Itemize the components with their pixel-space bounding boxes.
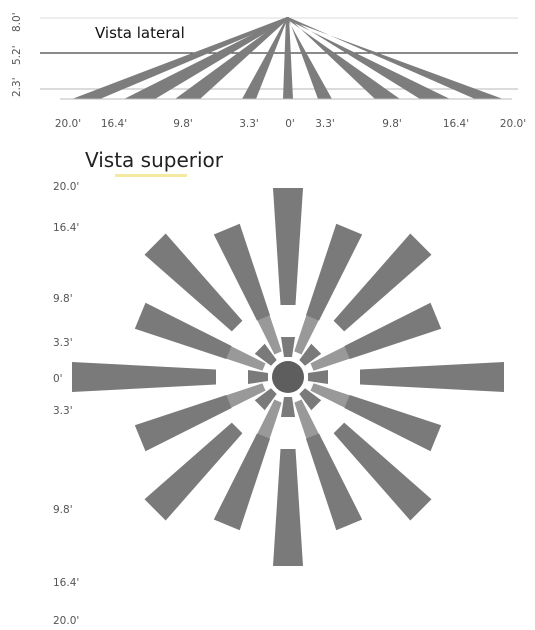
top-dist-label: 0' [53, 373, 63, 385]
outer-zone-mid [344, 395, 442, 452]
top-dist-label: 9.8' [53, 293, 73, 305]
top-dist-label: 3.3' [53, 405, 73, 417]
inner-zone [281, 397, 295, 417]
side-dist-label: 9.8' [382, 118, 402, 130]
outer-zone-mid [306, 433, 363, 531]
top-view-title: Vista superior [85, 148, 224, 172]
top-dist-label: 9.8' [53, 504, 73, 516]
side-beam-left-16 [124, 17, 287, 99]
height-label-low: 2.3' [11, 77, 23, 97]
outer-zone [273, 449, 303, 566]
top-dist-label: 16.4' [53, 577, 79, 589]
outer-zone-mid [134, 395, 232, 452]
side-view-title: Vista lateral [95, 24, 185, 42]
inner-zone [299, 343, 322, 366]
outer-zone [333, 422, 432, 521]
side-dist-label: 0' [285, 118, 295, 130]
top-dist-label: 3.3' [53, 337, 73, 349]
side-height-labels: 8.0' 5.2' 2.3' [11, 12, 23, 97]
side-view-beams [72, 17, 503, 99]
top-distance-labels: 20.0' 16.4' 9.8' 3.3' 0' 3.3' 9.8' 16.4'… [53, 181, 79, 627]
outer-zone [144, 233, 243, 332]
height-label-top: 8.0' [11, 12, 23, 32]
side-view-title-bg [92, 19, 203, 43]
side-beam-left-9 [175, 17, 287, 99]
side-beam-left-20 [72, 17, 287, 99]
side-distance-labels: 20.0' 16.4' 9.8' 3.3' 0' 3.3' 9.8' 16.4'… [55, 118, 526, 130]
inner-zone [254, 388, 277, 411]
inner-zone [281, 337, 295, 357]
top-dist-label: 20.0' [53, 615, 79, 627]
outer-zone [72, 362, 216, 392]
top-dist-label: 16.4' [53, 222, 79, 234]
top-view: Vista superior 20.0' 16.4' 9.8' 3.3' 0' … [53, 148, 504, 627]
side-dist-label: 3.3' [239, 118, 259, 130]
outer-zone [144, 422, 243, 521]
top-dist-label: 20.0' [53, 181, 79, 193]
inner-zone [248, 370, 268, 384]
outer-zone [273, 188, 303, 305]
outer-zone-mid [213, 433, 270, 531]
side-dist-label: 20.0' [55, 118, 81, 130]
side-beam-center [283, 17, 293, 99]
side-dist-label: 16.4' [443, 118, 469, 130]
side-dist-label: 9.8' [173, 118, 193, 130]
outer-zone-mid [344, 302, 442, 359]
outer-zone [333, 233, 432, 332]
outer-zone-mid [306, 223, 363, 321]
outer-zone-mid [213, 223, 270, 321]
side-beam-left-3 [242, 17, 287, 99]
outer-zone [360, 362, 504, 392]
sensor-center [272, 361, 304, 393]
height-label-mid: 5.2' [11, 45, 23, 65]
side-view: Vista lateral 8.0' 5.2' 2.3' 20.0' 16.4'… [11, 12, 526, 130]
side-dist-label: 3.3' [315, 118, 335, 130]
top-view-title-accent [115, 174, 187, 177]
detection-zones [72, 188, 504, 566]
inner-zone [308, 370, 328, 384]
inner-zone [254, 343, 277, 366]
inner-zone [299, 388, 322, 411]
side-dist-label: 16.4' [101, 118, 127, 130]
outer-zone-mid [134, 302, 232, 359]
side-beam-right-3 [288, 17, 332, 99]
side-dist-label: 20.0' [500, 118, 526, 130]
